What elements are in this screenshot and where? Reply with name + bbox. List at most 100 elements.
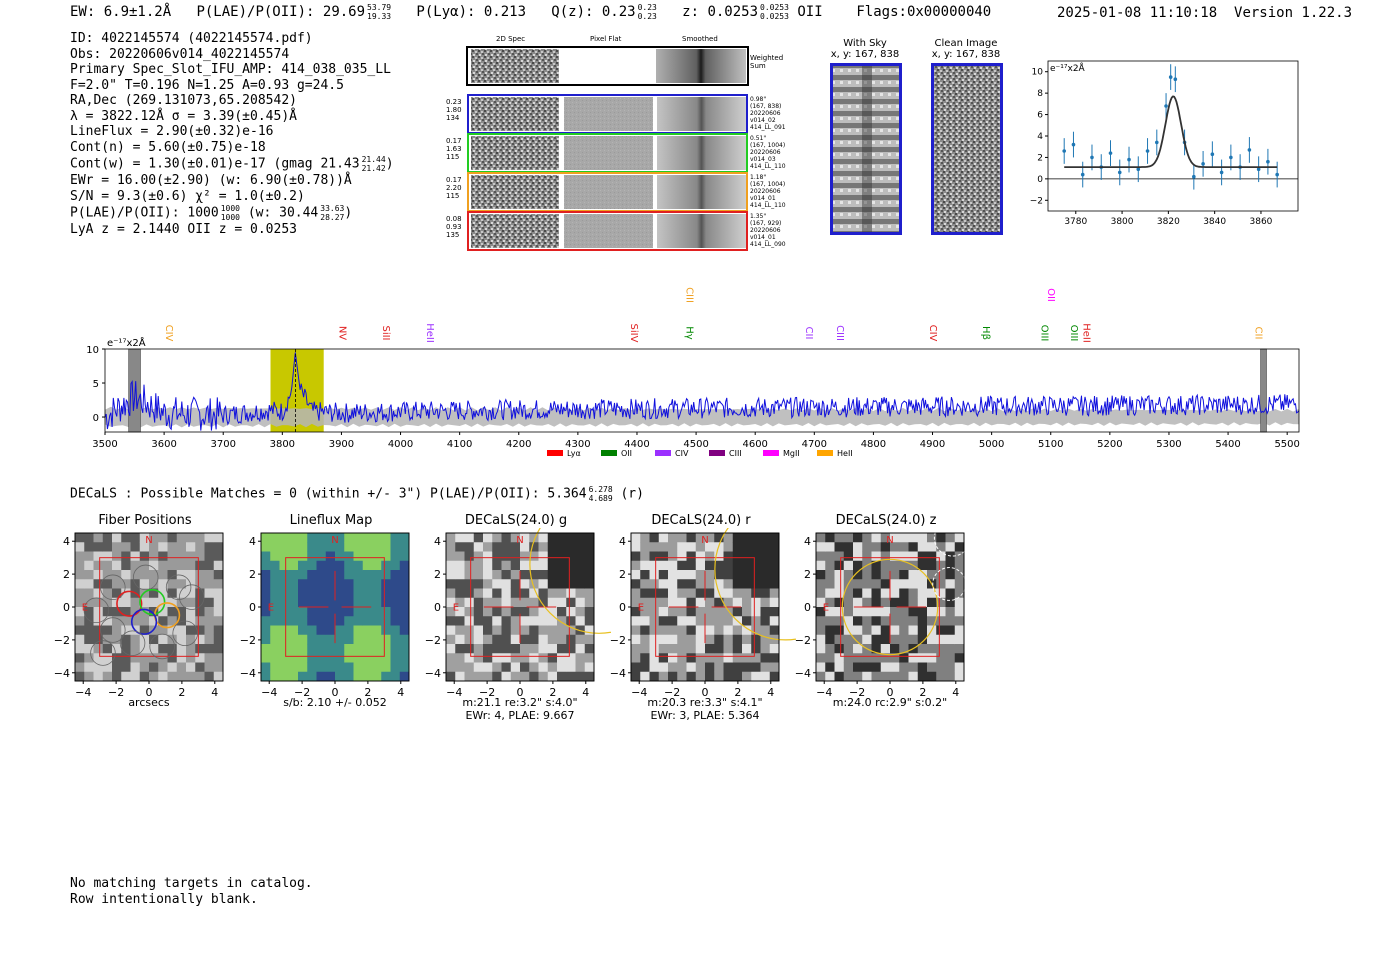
legend-label: Lyα xyxy=(567,449,581,458)
zoom-data-point xyxy=(1062,149,1067,153)
info-obs: Obs: 20220606v014_4022145574 xyxy=(70,46,290,62)
aperture-box xyxy=(840,557,940,657)
cutout-row-left-label: 0.17 1.63 115 xyxy=(446,137,462,161)
spectral-line-label: CII xyxy=(803,327,814,340)
legend-swatch xyxy=(601,450,617,456)
cutout-smoothed xyxy=(657,214,746,248)
spectrum-xtick-label: 5300 xyxy=(1156,439,1181,450)
panel-ytick-label: 4 xyxy=(434,535,441,548)
datetime-version: 2025-01-08 11:10:18 Version 1.22.3 xyxy=(1057,5,1352,21)
cutout-2d-spec xyxy=(471,175,559,209)
north-marker: N xyxy=(145,535,152,546)
aperture-ellipse xyxy=(529,528,611,634)
spectrum-line xyxy=(104,352,1300,431)
aperture-box xyxy=(99,557,199,657)
cutout-2d-spec xyxy=(471,97,559,131)
version: Version 1.22.3 xyxy=(1234,5,1353,21)
panel-pixels xyxy=(261,533,410,682)
info-sn: S/N = 9.3(±0.6) χ² = 1.0(±0.2) xyxy=(70,188,305,204)
cutout-row-right-label: 1.18" (167, 1004) 20220606 v014_01 414_LL_11… xyxy=(750,174,786,209)
cutout-row-left-label: 0.08 0.93 135 xyxy=(446,215,462,239)
zoom-data-point xyxy=(1192,174,1196,179)
info-contw: Cont(w) = 1.30(±0.01)e-17 (gmag 21.43 21.… xyxy=(70,155,394,173)
zoom-axes-frame xyxy=(1047,60,1299,212)
east-marker: E xyxy=(268,602,274,613)
panel-caption: m:21.1 re:3.2" s:4.0" EWr: 4, PLAE: 9.667 xyxy=(462,696,578,722)
cutout-row-left-label: 0.17 2.20 115 xyxy=(446,176,462,200)
spectral-line-label: CIV xyxy=(163,325,174,342)
legend-label: OII xyxy=(621,449,632,458)
fiber-circle xyxy=(116,590,143,617)
panel-ytick-label: 2 xyxy=(63,568,70,581)
panel-ytick-label: 4 xyxy=(804,535,811,548)
z-line: OII xyxy=(797,4,823,20)
legend-swatch xyxy=(817,450,833,456)
panel-ytick-label: 4 xyxy=(619,535,626,548)
panel-xtick-label: −2 xyxy=(479,686,495,699)
footer-line-1: No matching targets in catalog. xyxy=(70,876,313,891)
panel-ytick-label: 4 xyxy=(249,535,256,548)
panel-title: DECaLS(24.0) r xyxy=(651,513,751,528)
spectrum-xtick-label: 4900 xyxy=(920,439,945,450)
fiber-circle xyxy=(179,584,205,610)
zoom-data-point xyxy=(1247,148,1252,152)
east-marker: E xyxy=(82,602,88,613)
zoom-data-point xyxy=(1201,162,1205,166)
spectrum-xtick-label: 5100 xyxy=(1038,439,1063,450)
z-range: 0.0253 0.0253 xyxy=(760,3,789,21)
fiber-rows xyxy=(467,94,748,251)
fiber-circle xyxy=(139,588,166,616)
cutout-2d-spec xyxy=(471,214,559,248)
cutout-row-right-label: 0.51" (167, 1004) 20220606 v014_03 414_LL_11… xyxy=(750,135,786,170)
cutout-pixel-flat xyxy=(564,97,653,131)
panel-ytick-label: 0 xyxy=(804,601,811,614)
panel-xtick-label: −2 xyxy=(849,686,865,699)
spectral-line-label: NV xyxy=(337,326,348,340)
panel-ytick-label: 0 xyxy=(619,601,626,614)
panel-image: N E 4 2 0 −2 −4 −4 −2 0 2 4 xyxy=(240,532,410,699)
zoom-data-point xyxy=(1164,104,1168,108)
panel-xtick-label: −2 xyxy=(664,686,680,699)
panel-xtick-label: −4 xyxy=(261,686,277,699)
spectral-line-label: SiII xyxy=(380,325,391,340)
panel-title: Lineflux Map xyxy=(289,513,373,528)
spectrum-xtick-label: 3700 xyxy=(210,439,235,450)
info-plae: P(LAE)/P(OII): 1000 1000 1000 (w: 30.44 33.… xyxy=(70,204,353,222)
spectrum-ytick-label: 0 xyxy=(93,413,99,424)
detection-info: ID: 4022145574 (4022145574.pdf) Obs: 202… xyxy=(70,31,394,238)
aperture-ellipse xyxy=(714,528,796,641)
weighted-sum-row xyxy=(466,46,749,86)
legend-label: CIII xyxy=(729,449,742,458)
panel-ytick-label: −4 xyxy=(425,667,441,680)
info-z: LyA z = 2.1440 OII z = 0.0253 xyxy=(70,222,297,237)
panel-title: DECaLS(24.0) g xyxy=(464,513,568,528)
spectrum-axes-frame xyxy=(104,348,1300,433)
q-text: Q(z): 0.23 xyxy=(551,4,636,20)
panel-xtick-label: −4 xyxy=(816,686,832,699)
q-range: 0.23 0.23 xyxy=(637,3,657,21)
masked-region xyxy=(1260,348,1267,433)
info-contn: Cont(n) = 5.60(±0.75)e-18 xyxy=(70,139,266,155)
footer-notes: No matching targets in catalog. Row inte… xyxy=(70,876,313,907)
info-params: F=2.0" T=0.196 N=1.25 A=0.93 g=24.5 xyxy=(70,77,344,93)
spectrum-xtick-label: 4200 xyxy=(506,439,531,450)
spectrum-unit-label: e⁻¹⁷x2Å xyxy=(107,336,146,349)
legend-swatch xyxy=(547,450,563,456)
panel-caption: arcsecs xyxy=(128,696,170,709)
panel-ytick-label: 2 xyxy=(249,568,256,581)
spectral-line-label: CII xyxy=(1252,327,1263,340)
panel-ytick-label: 2 xyxy=(804,568,811,581)
spectral-line-label: CIII xyxy=(684,287,695,303)
east-marker: E xyxy=(638,602,644,613)
zoom-ytick-label: 2 xyxy=(1037,153,1043,163)
legend-swatch xyxy=(709,450,725,456)
zoom-data-point xyxy=(1080,172,1085,177)
line-fit-chart: e⁻¹⁷x2Å 10 8 6 4 2 0 −2 3780 3800 3820 3840 3860 xyxy=(1030,60,1299,227)
cutout-smoothed xyxy=(657,136,746,170)
panel-ytick-label: −2 xyxy=(795,634,811,647)
zoom-unit-label: e⁻¹⁷x2Å xyxy=(1050,62,1086,74)
panel-xtick-label: 2 xyxy=(734,686,741,699)
spectrum-xtick-label: 3900 xyxy=(329,439,354,450)
with-sky-image xyxy=(830,63,902,235)
spectral-line-label: CIII xyxy=(834,325,845,341)
